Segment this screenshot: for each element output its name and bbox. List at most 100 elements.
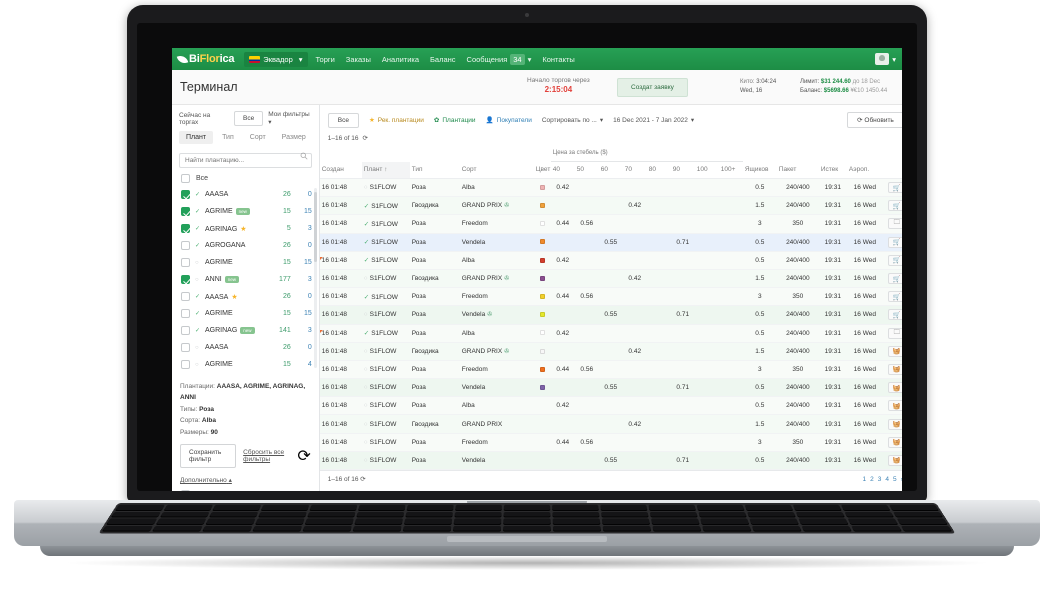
basket-icon[interactable]: 🧺 [888,454,902,466]
col-p100plus[interactable]: 100+ [718,161,743,179]
date-range-picker[interactable]: 16 Dec 2021 - 7 Jan 2022 ▾ [613,116,694,125]
basket-icon[interactable]: 🧺 [888,418,902,430]
table-row[interactable]: 16 01:48 ○ S1FLOW Роза Alba 0.42 0.5 240/400 19:… [319,178,902,198]
tab-plant[interactable]: Плант [179,131,214,144]
plantation-row[interactable]: ✓ AGRIME new 15 15 [172,203,319,220]
pagination-item[interactable]: 2 [870,475,874,483]
col-boxes[interactable]: Ящиков [742,161,777,179]
cell-action[interactable]: 🛒 [882,178,902,198]
cart-icon[interactable]: 🛒 [888,309,902,321]
cell-action[interactable]: 🗀 [882,324,902,343]
plantation-row[interactable]: ○ AGRIME 15 4 [172,356,319,373]
avatar[interactable] [875,53,890,65]
reset-filters-link[interactable]: Сбросить все фильтры [243,448,285,463]
folder-icon[interactable]: 🗀 [888,218,902,230]
basket-icon[interactable]: 🧺 [888,363,902,375]
col-p50[interactable]: 50 [574,161,599,179]
filter-recommended-plantations[interactable]: ★ Рек. плантации [369,116,424,125]
pagination-item[interactable]: › [901,476,902,483]
table-row[interactable]: 16 01:48 ✓ S1FLOW Роза Alba 0.42 0.5 240/400 19:… [319,251,902,270]
cell-action[interactable]: 🧺 [882,433,902,452]
nav-item-orders[interactable]: Заказы [345,54,371,64]
cart-icon[interactable]: 🛒 [888,291,902,303]
col-type[interactable]: Тип [409,161,460,179]
plantation-checkbox[interactable] [181,190,190,199]
col-created[interactable]: Создан [319,161,362,179]
basket-icon[interactable]: 🧺 [888,345,902,357]
tab-sort[interactable]: Сорт [249,134,266,141]
nav-item-messages[interactable]: Сообщения 34 ▾ [467,53,531,65]
plantation-list[interactable]: ✓ AAASA 26 0 ✓ AGRIME new 15 15 ✓ AGRINAG ★ 5 3 ✓ AGROG… [172,186,319,376]
filter-all-button[interactable]: Все [327,112,359,128]
cell-action[interactable]: 🗀 [882,214,902,234]
plantation-row[interactable]: ○ AGRIME 15 15 [172,254,319,271]
plantation-row[interactable]: ✓ AGRINAG new 141 3 [172,322,319,339]
basket-icon[interactable]: 🧺 [888,436,902,448]
cart-icon[interactable]: 🛒 [888,200,902,212]
col-p90[interactable]: 90 [670,161,695,179]
table-row[interactable]: 16 01:48 ✓ S1FLOW Роза Freedom 0.44 0.56 3 350 19… [319,287,902,307]
select-all-row[interactable]: Все [172,172,319,186]
cell-action[interactable]: 🧺 [882,451,902,471]
cell-action[interactable]: 🧺 [882,360,902,380]
table-row[interactable]: 16 01:48 ✓ S1FLOW Роза Alba 0.42 0.5 240/400 19:… [319,324,902,343]
cell-action[interactable]: 🧺 [882,396,902,416]
reload-icon[interactable]: ⟳ [362,135,368,142]
plantation-checkbox[interactable] [181,309,190,318]
my-filters-dropdown[interactable]: Мои фильтры ▾ [268,111,313,126]
plantation-row[interactable]: ✓ AGROGANA 26 0 [172,237,319,254]
nav-item-balance[interactable]: Баланс [430,54,456,64]
cell-action[interactable]: 🛒 [882,233,902,252]
pagination-item[interactable]: 5 [893,475,897,483]
refresh-button[interactable]: ⟳ Обновить [847,112,902,128]
cell-action[interactable]: 🛒 [882,305,902,325]
plantation-row[interactable]: ○ ANNI new 177 3 [172,271,319,288]
plantation-checkbox[interactable] [181,241,190,250]
all-filter-button[interactable]: Все [234,111,264,126]
cell-action[interactable]: 🛒 [882,196,902,216]
col-p100[interactable]: 100 [694,161,719,179]
pagination-item[interactable]: 3 [877,475,882,483]
reset-icon[interactable]: ⟳ [297,447,311,465]
plantation-row[interactable]: ✓ AGRINAG ★ 5 3 [172,220,319,237]
brand-logo[interactable]: Bi Flor ica [178,53,234,65]
nav-item-trades[interactable]: Торги [315,54,335,64]
sort-by-dropdown[interactable]: Сортировать по ... ▾ [542,116,603,125]
nav-item-contacts[interactable]: Контакты [542,54,575,64]
create-request-button[interactable]: Создат заявку [617,78,688,97]
cell-action[interactable]: 🧺 [882,378,902,398]
plantation-checkbox[interactable] [181,275,190,284]
advanced-toggle[interactable]: Дополнительно ▴ [172,474,319,488]
tab-type[interactable]: Тип [222,134,234,141]
plantation-checkbox[interactable] [181,292,190,301]
table-row[interactable]: 16 01:48 ○ S1FLOW Гвоздика GRAND PRIX ✇ 0.42 1.… [319,269,902,289]
table-row[interactable]: 16 01:48 ○ S1FLOW Роза Freedom 0.44 0.56 3 350 19… [319,360,902,380]
plantation-checkbox[interactable] [181,207,190,216]
col-airport[interactable]: Аэроп. [846,161,883,179]
col-expire[interactable]: Истек [818,161,847,179]
col-p80[interactable]: 80 [646,161,671,179]
plantation-row[interactable]: ○ AAASA 26 0 [172,339,319,356]
col-pack[interactable]: Пакет [776,161,819,179]
reload-icon[interactable]: ⟳ [360,476,366,483]
cart-icon[interactable]: 🛒 [888,254,902,266]
cell-action[interactable]: 🧺 [882,414,902,434]
plantation-checkbox[interactable] [181,343,190,352]
save-filter-button[interactable]: Сохранить фильтр [180,443,237,468]
table-row[interactable]: 16 01:48 ○ S1FLOW Роза Alba 0.42 0.5 240/400 19:… [319,396,902,416]
plantation-row[interactable]: ✓ AGRIME 15 15 [172,305,319,322]
table-row[interactable]: 16 01:48 ✓ S1FLOW Роза Freedom 0.44 0.56 3 350 19… [319,214,902,234]
scrollbar-thumb[interactable] [313,192,317,262]
filter-buyers[interactable]: 👤 Покупатели [486,116,532,125]
plantation-checkbox[interactable] [181,224,190,233]
cell-action[interactable]: 🛒 [882,287,902,307]
table-row[interactable]: 16 01:48 ✓ S1FLOW Гвоздика GRAND PRIX ✇ 0.42 1.… [319,196,902,216]
table-row[interactable]: 16 01:48 ○ S1FLOW Гвоздика GRAND PRIX ✇ 0.42 1.… [319,342,902,361]
col-sort[interactable]: Сорт [459,161,534,179]
table-row[interactable]: 16 01:48 ○ S1FLOW Роза Vendela 0.55 0.71 0.5 240… [319,378,902,398]
country-selector[interactable]: Эквадор ▾ [244,51,308,67]
tab-size[interactable]: Размер [281,134,306,141]
cell-action[interactable]: 🛒 [882,251,902,270]
cell-action[interactable]: 🧺 [882,342,902,361]
